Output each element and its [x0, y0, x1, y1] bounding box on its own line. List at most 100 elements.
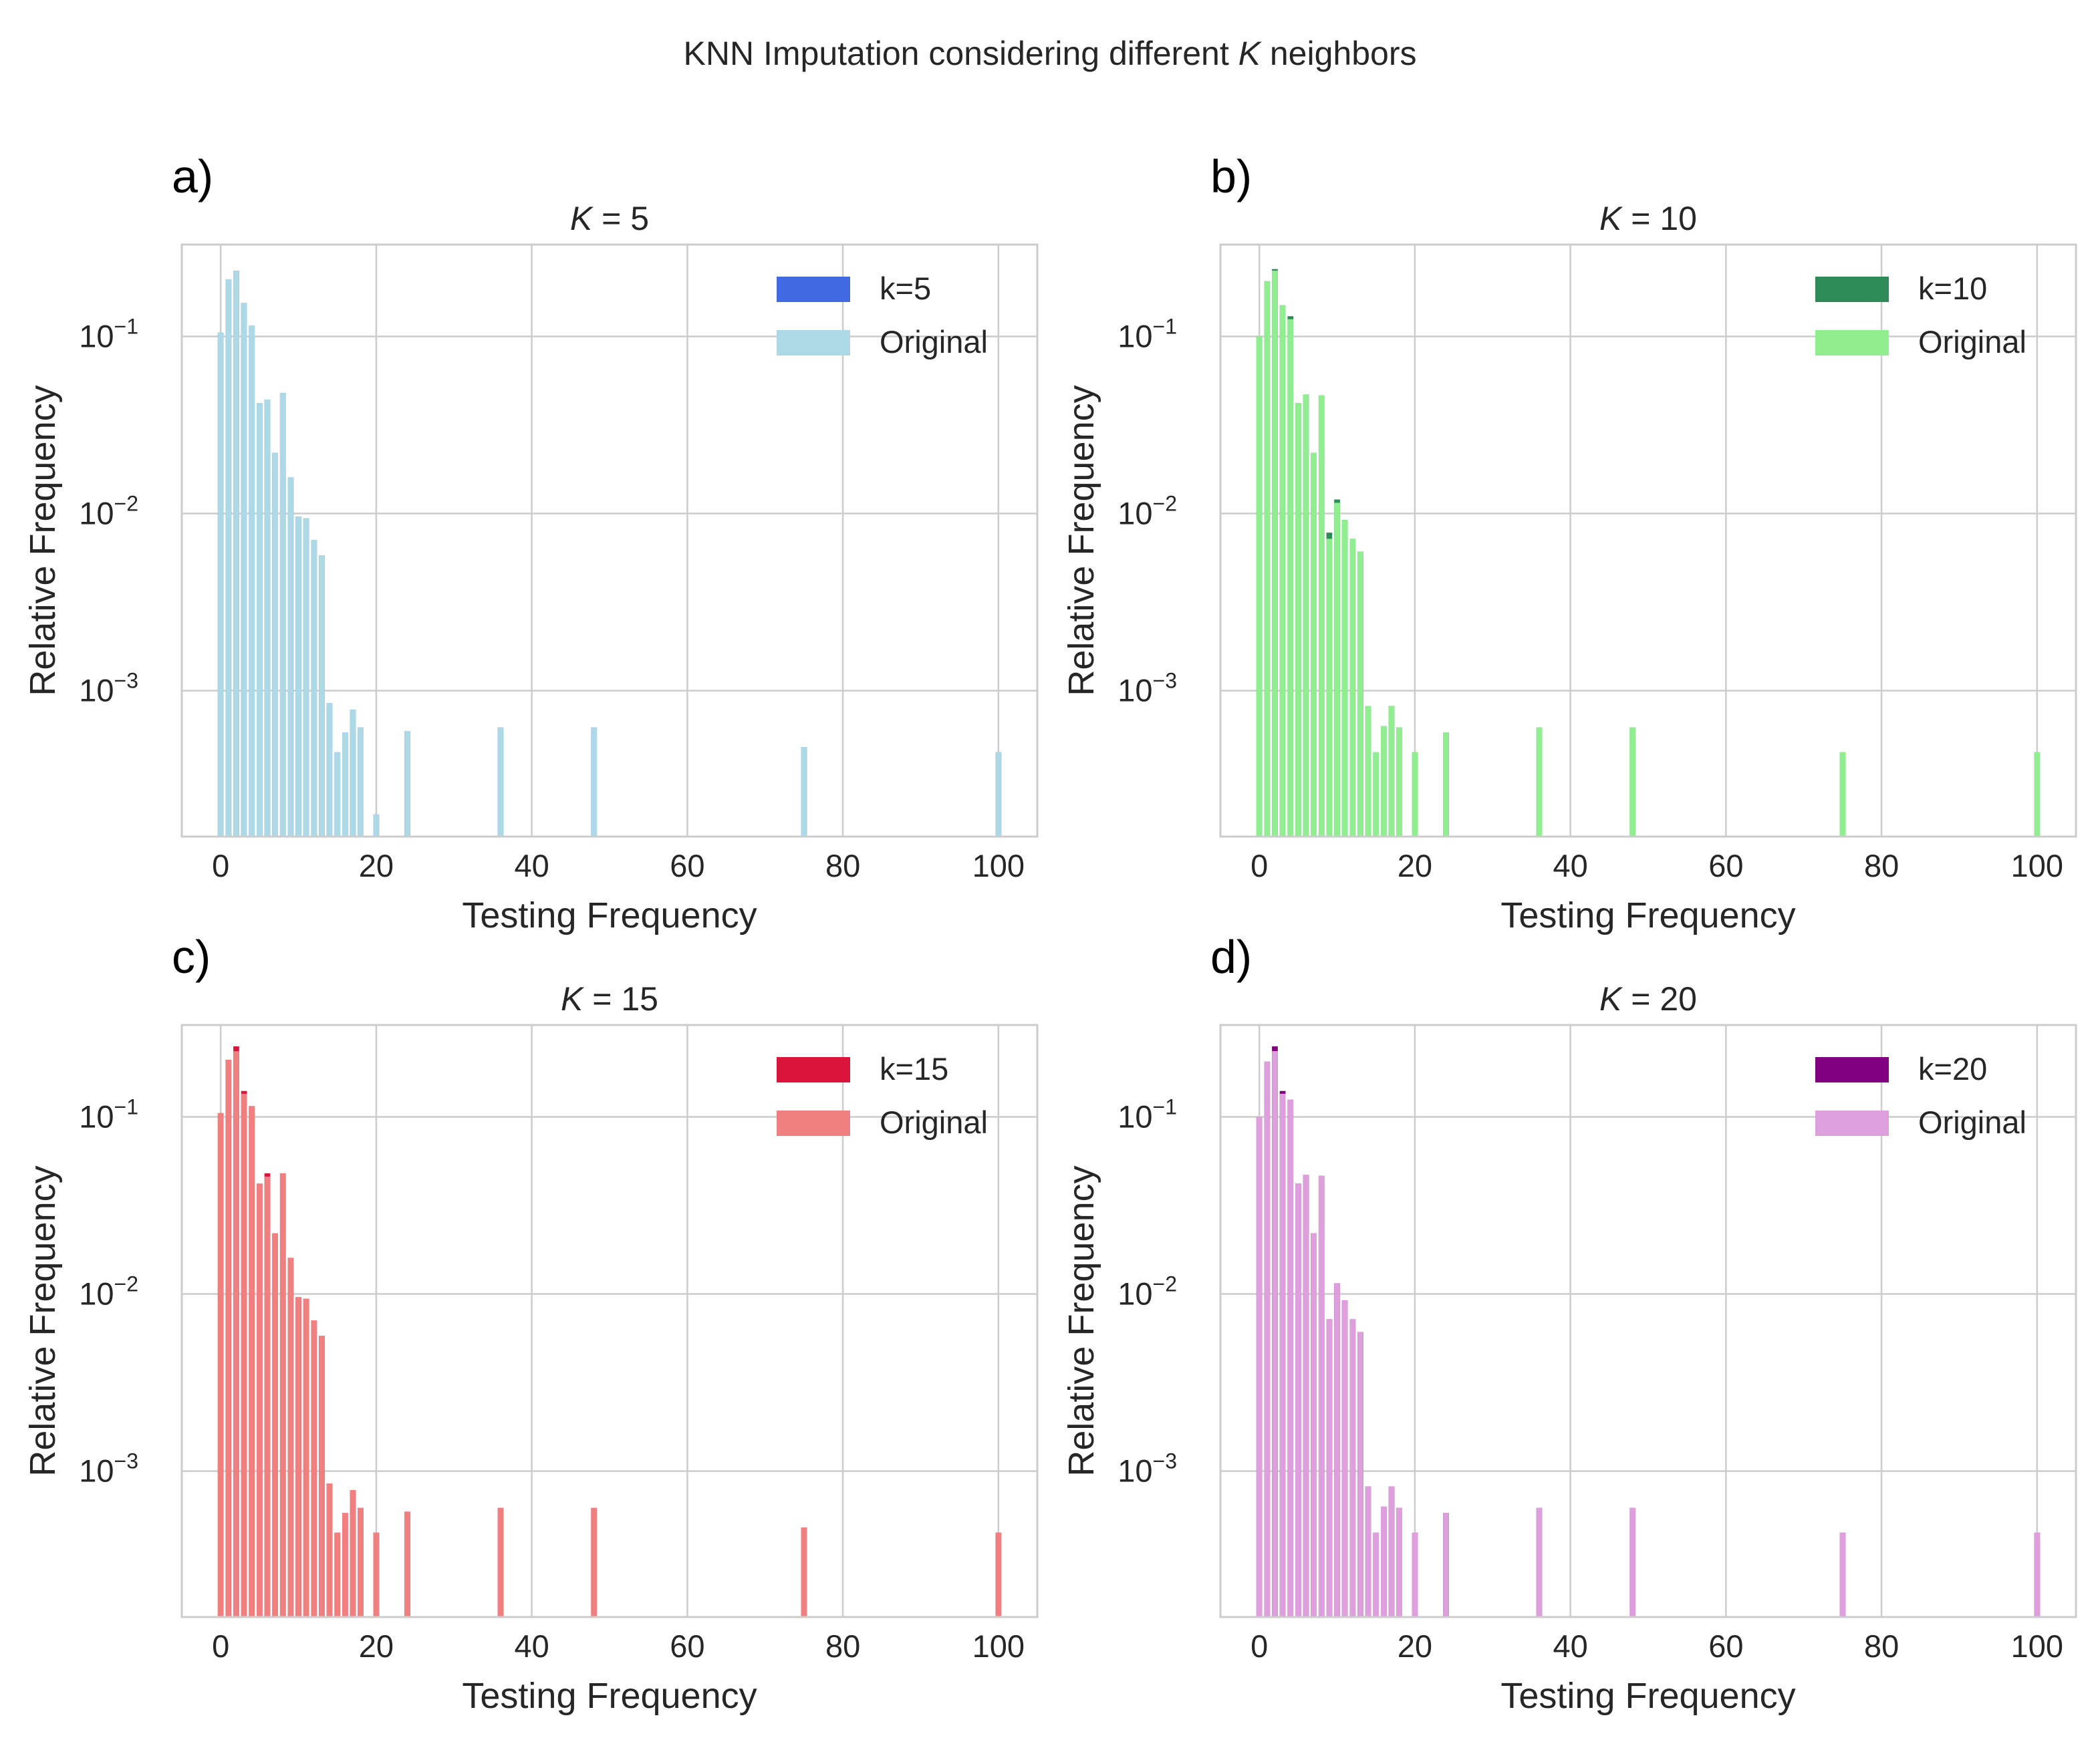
legend-label: Original: [1918, 324, 2026, 359]
legend-swatch: [777, 277, 850, 302]
bar-original: [1334, 502, 1340, 837]
bar-original: [1381, 726, 1387, 837]
subplot-title: K = 5: [570, 200, 649, 237]
legend-swatch: [777, 330, 850, 355]
bar-original: [264, 1176, 271, 1617]
panel-a: 0 20 40 60 80 100 10−1 10−2 10−3 Testing Frequenc…: [23, 150, 1039, 935]
bar-original: [497, 1507, 504, 1617]
bar-original: [591, 727, 598, 837]
bar-original: [373, 814, 380, 837]
bar-original: [279, 392, 286, 837]
legend-label: Original: [880, 1105, 988, 1140]
legend-label: k=20: [1918, 1051, 1987, 1086]
panel-b: 0 20 40 60 80 100 10−1 10−2 10−3 Testing Frequenc…: [1061, 150, 2077, 935]
legend-swatch: [1815, 1111, 1889, 1136]
x-tick-label: 80: [1864, 848, 1899, 883]
panel-label: b): [1210, 150, 1252, 202]
bar-original: [1311, 1233, 1317, 1617]
x-tick-label: 40: [514, 848, 549, 883]
x-axis-label: Testing Frequency: [1500, 895, 1795, 935]
legend-swatch: [777, 1057, 850, 1082]
legend-label: k=5: [880, 271, 931, 306]
bar-original: [319, 555, 325, 837]
bar-original: [1388, 1486, 1395, 1617]
bar-original: [801, 1527, 807, 1617]
bar-original: [1373, 752, 1380, 837]
bar-original: [217, 1113, 224, 1617]
x-tick-label: 20: [359, 1628, 394, 1664]
bar-original: [1396, 1507, 1402, 1617]
y-axis-label: Relative Frequency: [1061, 1165, 1101, 1476]
legend-label: Original: [880, 324, 988, 359]
bar-original: [1839, 752, 1846, 837]
bar-original: [1264, 1061, 1271, 1617]
bar-original: [233, 1051, 239, 1617]
bar-original: [1256, 1117, 1263, 1617]
bar-original: [1272, 1051, 1278, 1617]
bar-original: [233, 271, 239, 837]
bar-original: [1287, 1099, 1294, 1617]
bar-original: [1326, 539, 1333, 837]
y-tick-label: 10−2: [79, 1272, 138, 1312]
bar-original: [350, 710, 356, 837]
bar-original: [350, 1490, 356, 1617]
x-tick-label: 40: [1553, 1628, 1587, 1664]
y-tick-label: 10−1: [79, 1095, 138, 1134]
bar-original: [1318, 395, 1325, 837]
x-tick-label: 80: [825, 848, 860, 883]
y-tick-label: 10−3: [1118, 669, 1177, 708]
bar-original: [1365, 1486, 1371, 1617]
x-tick-label: 0: [212, 1628, 229, 1664]
bar-original: [1381, 1506, 1387, 1617]
bar-original: [1334, 1283, 1340, 1617]
bar-original: [342, 1513, 348, 1617]
bar-original: [326, 1483, 333, 1617]
bar-original: [1295, 403, 1301, 837]
bar-original: [272, 452, 278, 837]
bar-original: [1365, 706, 1371, 837]
bar-original: [326, 703, 333, 837]
bar-original: [311, 1320, 317, 1617]
bar-original: [1412, 1532, 1418, 1617]
bar-original: [1326, 1319, 1333, 1617]
bar-original: [1279, 1093, 1286, 1617]
bar-original: [404, 731, 410, 837]
y-tick-label: 10−1: [79, 314, 138, 353]
bar-original: [1373, 1532, 1380, 1617]
bar-original: [1536, 727, 1543, 837]
x-tick-label: 0: [1251, 848, 1268, 883]
x-tick-label: 20: [1398, 848, 1432, 883]
bar-original: [1341, 520, 1348, 837]
bar-original: [311, 539, 317, 837]
bar-original: [1279, 305, 1286, 837]
axes-frame: [180, 243, 1039, 838]
x-tick-label: 0: [1251, 1628, 1268, 1664]
y-tick-label: 10−3: [79, 669, 138, 708]
x-axis-label: Testing Frequency: [1500, 1676, 1795, 1716]
bar-original: [1256, 336, 1263, 837]
panel-label: d): [1210, 931, 1252, 983]
bar-original: [295, 517, 301, 837]
bar-original: [801, 747, 807, 837]
bar-original: [404, 1511, 410, 1617]
bar-original: [1349, 1319, 1356, 1617]
axes-frame: [1219, 243, 2077, 838]
legend-swatch: [1815, 277, 1889, 302]
bar-original: [1443, 1513, 1449, 1617]
x-tick-label: 100: [2011, 1628, 2063, 1664]
legend-swatch: [1815, 1057, 1889, 1082]
bar-original: [591, 1507, 598, 1617]
bar-original: [358, 1507, 364, 1617]
bar-original: [319, 1336, 325, 1617]
bar-original: [995, 752, 1002, 837]
subplot-title: K = 10: [1599, 200, 1697, 237]
bar-original: [1357, 1332, 1363, 1617]
bar-original: [257, 1183, 263, 1617]
bar-original: [303, 1298, 309, 1617]
bar-original: [241, 1093, 247, 1617]
bar-original: [225, 1060, 232, 1617]
panel-label: a): [172, 150, 213, 202]
bar-original: [1357, 551, 1363, 837]
bar-original: [1839, 1532, 1846, 1617]
y-tick-label: 10−3: [79, 1449, 138, 1489]
